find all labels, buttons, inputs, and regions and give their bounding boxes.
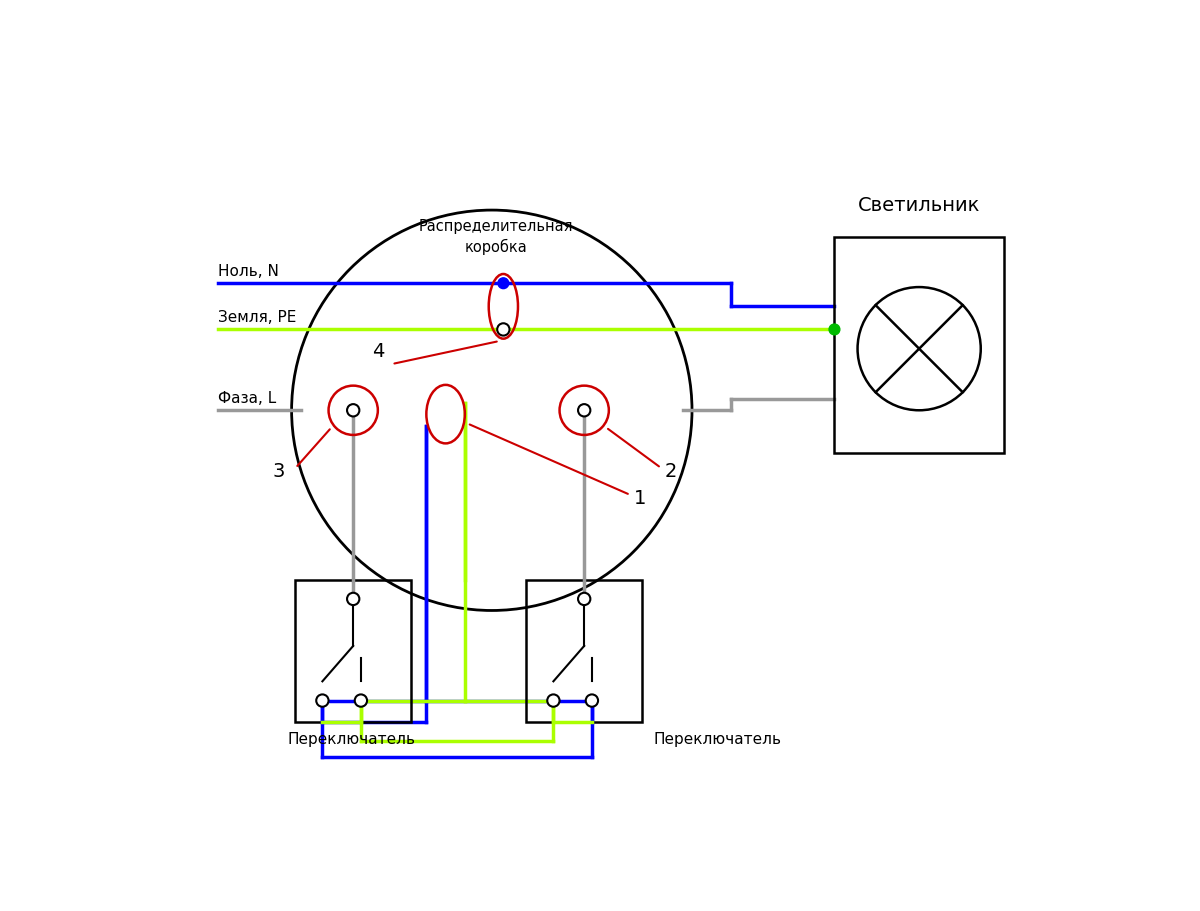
Text: 2: 2 <box>665 461 678 480</box>
Circle shape <box>586 695 598 707</box>
Circle shape <box>498 279 509 290</box>
Bar <box>527 580 642 722</box>
Circle shape <box>498 324 509 335</box>
Text: Земля, PE: Земля, PE <box>218 310 296 324</box>
Text: 4: 4 <box>372 342 385 361</box>
Bar <box>295 580 410 722</box>
Text: Переключатель: Переключатель <box>654 732 781 746</box>
Circle shape <box>829 324 840 335</box>
Text: Ноль, N: Ноль, N <box>218 263 280 279</box>
Text: Светильник: Светильник <box>858 196 980 215</box>
Text: 1: 1 <box>635 488 647 507</box>
Circle shape <box>497 324 510 336</box>
Circle shape <box>317 695 329 707</box>
Bar <box>834 238 1004 453</box>
Circle shape <box>547 695 559 707</box>
Circle shape <box>578 404 590 417</box>
Text: Переключатель: Переключатель <box>288 732 415 746</box>
Circle shape <box>355 695 367 707</box>
Text: Распределительная
коробка: Распределительная коробка <box>419 219 572 255</box>
Circle shape <box>578 593 590 606</box>
Circle shape <box>347 593 359 606</box>
Text: 3: 3 <box>272 461 284 480</box>
Text: Фаза, L: Фаза, L <box>218 391 277 405</box>
Circle shape <box>347 404 359 417</box>
